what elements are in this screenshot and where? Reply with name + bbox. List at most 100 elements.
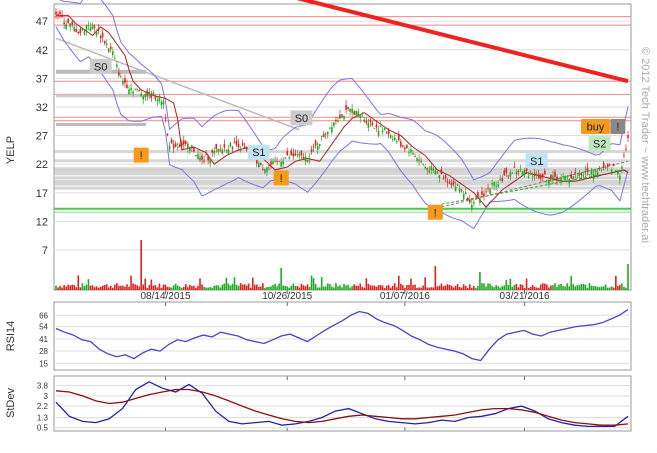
volume-bar [126, 284, 128, 290]
watermark-text: © 2012 Tech Trader ~ www.techtrader.ai [639, 47, 651, 243]
candle-body [477, 192, 479, 197]
price-tick-label: 17 [36, 188, 48, 200]
candle-body [552, 175, 554, 181]
candle-body [602, 162, 605, 168]
candle-body [264, 169, 266, 173]
candle-body [75, 28, 78, 33]
candle-body [501, 178, 504, 182]
candle-body [619, 175, 621, 180]
volume-bar [118, 285, 120, 290]
candle-body [320, 135, 323, 137]
date-tick-label: 03/21/2016 [500, 291, 550, 302]
annotation-box [273, 170, 289, 186]
candle-body [385, 132, 388, 134]
candle-body [205, 154, 207, 156]
volume-bar [373, 285, 376, 290]
rsi-tick-label: 41 [39, 335, 48, 344]
volume-bar [349, 287, 351, 290]
volume-bar [312, 278, 315, 290]
candle-body [566, 176, 568, 178]
volume-bar [225, 277, 228, 290]
volume-bar [586, 287, 589, 290]
candle-body [61, 15, 63, 18]
candle-body [331, 127, 333, 133]
date-tick-label: 10/26/2015 [262, 291, 312, 302]
candle-body [424, 166, 426, 169]
volume-bar [288, 287, 291, 290]
volume-bar [195, 287, 197, 290]
candle-body [383, 128, 386, 131]
candle-body [286, 151, 289, 156]
volume-bar [410, 278, 412, 290]
volume-bar [515, 283, 518, 290]
candle-body [178, 144, 181, 148]
candle-body [116, 64, 118, 67]
candle-body [489, 188, 491, 194]
price-tick-label: 22 [36, 159, 48, 171]
candle-body [458, 188, 461, 193]
candle-body [318, 143, 321, 147]
volume-bar [201, 284, 203, 290]
candle-body [225, 149, 228, 151]
volume-bar [144, 278, 147, 290]
volume-bar [625, 287, 627, 290]
volume-bar [178, 286, 181, 290]
candle-body [531, 175, 534, 177]
uptrend-line-grey [441, 160, 629, 208]
candle-body [276, 160, 278, 162]
stdev-tick-label: 0.5 [37, 424, 49, 433]
chart-annotations: S0 S1 S0 S1 S2 buy!!!! [89, 58, 626, 220]
candle-body [397, 135, 400, 141]
volume-bar [227, 283, 230, 290]
candle-body [420, 161, 422, 163]
candle-body [284, 157, 287, 159]
candle-body [586, 167, 589, 172]
candle-body [239, 148, 242, 152]
volume-bar [93, 287, 96, 290]
volume-bar [300, 283, 303, 290]
price-axis-ticks: 7 12 17 22 27 32 37 42 47 [36, 16, 48, 257]
candle-body [304, 156, 307, 162]
volume-bar [375, 286, 378, 290]
volume-bar [239, 283, 242, 290]
annotation-box [610, 118, 626, 134]
volume-bar [339, 285, 341, 290]
candle-body [426, 168, 428, 171]
candle-body [262, 169, 264, 171]
price-tick-label: 32 [36, 102, 48, 114]
candle-body [81, 28, 84, 31]
candle-body [517, 170, 520, 172]
volume-bar [395, 287, 398, 290]
volume-bar [509, 278, 512, 290]
volume-bar [361, 286, 364, 290]
volume-bar [154, 285, 157, 290]
volume-bar [221, 284, 224, 290]
volume-bar [75, 287, 78, 290]
volume-bar [464, 286, 467, 290]
candle-body [529, 174, 532, 176]
volume-bar [444, 285, 447, 290]
stdev-label: StDev [5, 388, 17, 418]
volume-bar [314, 283, 317, 290]
candle-body [590, 169, 593, 175]
annotation-box [290, 110, 313, 126]
volume-bar [525, 278, 528, 290]
volume-bar [576, 285, 579, 290]
annotation-label: S1 [530, 156, 543, 168]
candle-body [308, 158, 311, 161]
candle-body [627, 135, 629, 138]
volume-bar [416, 287, 418, 290]
candle-body [122, 80, 124, 85]
volume-bar [124, 286, 126, 290]
candle-body [114, 57, 116, 59]
price-candles [55, 8, 629, 212]
volume-bar [152, 285, 155, 290]
candle-body [79, 28, 82, 34]
price-tick-label: 7 [42, 245, 48, 257]
candle-body [473, 202, 475, 204]
volume-bar [272, 285, 274, 290]
candle-body [535, 173, 538, 175]
candle-body [193, 147, 195, 152]
candle-body [77, 31, 80, 34]
candle-body [406, 144, 408, 149]
